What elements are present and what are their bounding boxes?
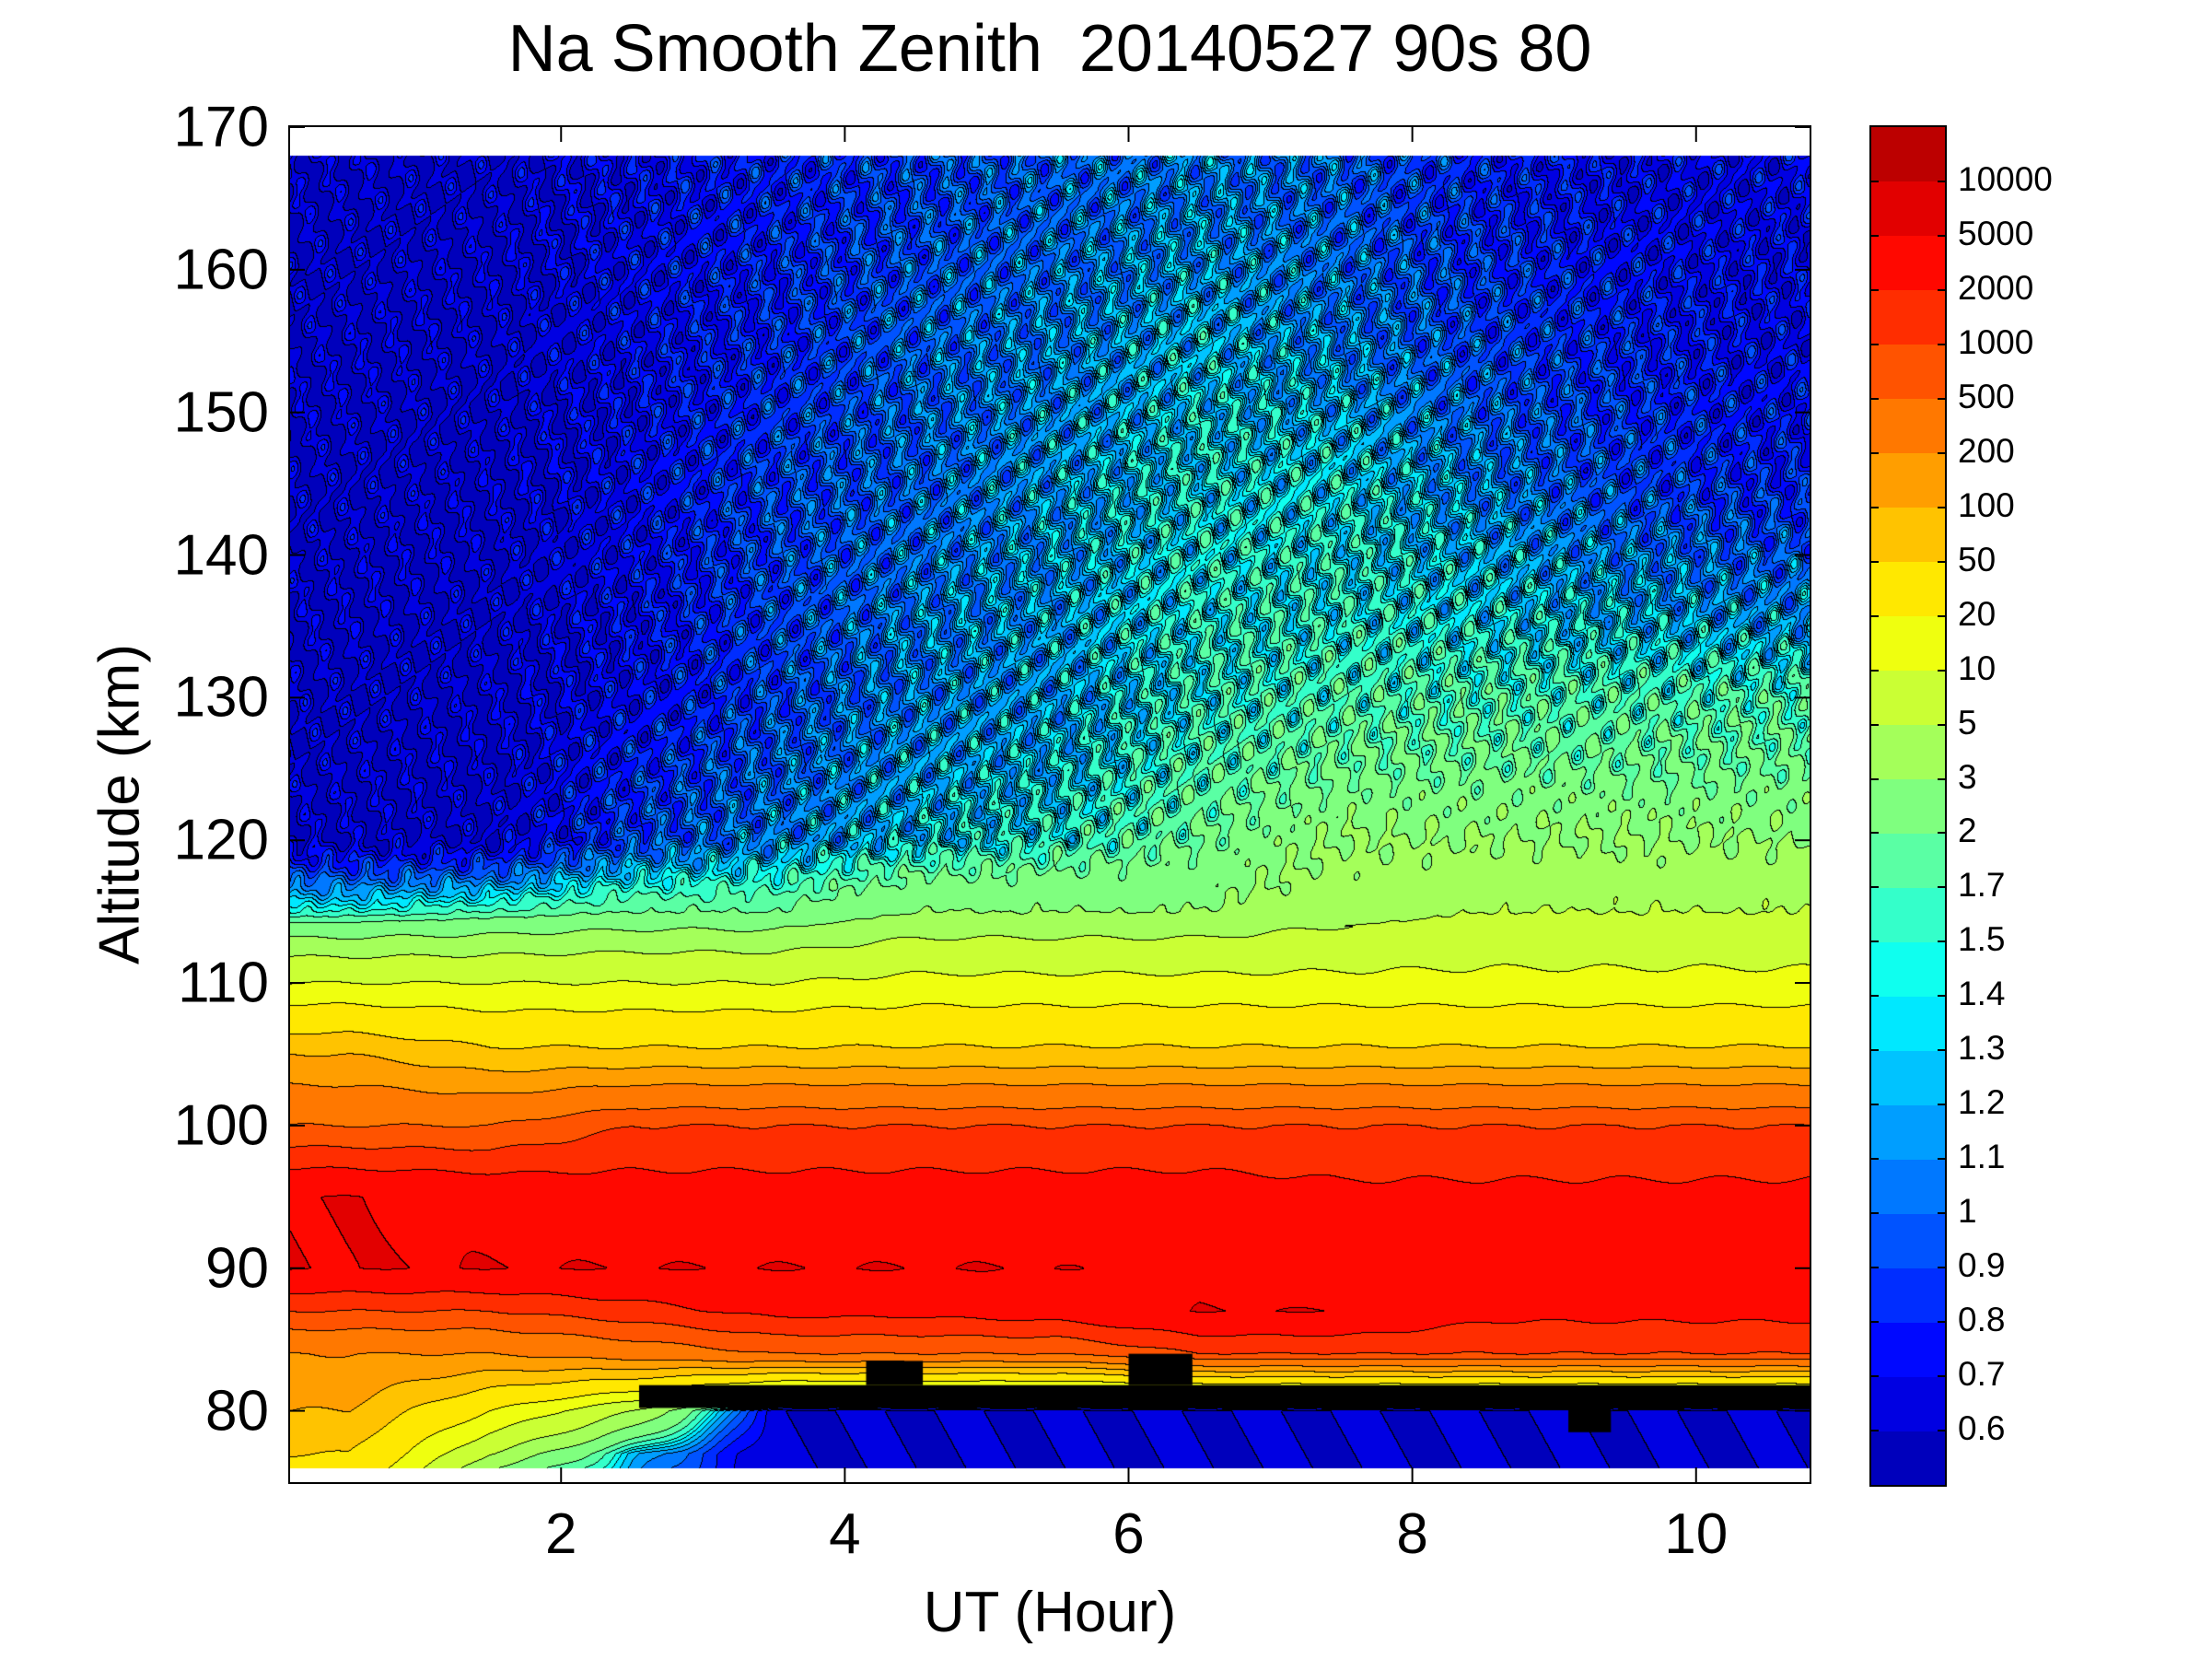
axis-ticks <box>290 127 1810 1482</box>
y-tick-label: 130 <box>173 665 269 730</box>
colorbar-band <box>1871 398 1945 454</box>
colorbar-tick <box>1871 1158 1945 1161</box>
colorbar-label: 1.4 <box>1958 975 2006 1013</box>
x-tick-label: 2 <box>545 1502 577 1566</box>
colorbar-band <box>1871 289 1945 345</box>
colorbar-tick <box>1871 614 1945 617</box>
colorbar-band <box>1871 1268 1945 1323</box>
colorbar-tick <box>1871 1375 1945 1378</box>
colorbar-band <box>1871 1213 1945 1268</box>
colorbar-tick <box>1871 1430 1945 1432</box>
colorbar-tick <box>1871 180 1945 182</box>
y-tick-label: 170 <box>173 95 269 159</box>
colorbar-band <box>1871 1322 1945 1377</box>
colorbar <box>1869 125 1947 1487</box>
colorbar-tick <box>1871 832 1945 835</box>
colorbar-tick <box>1871 451 1945 454</box>
x-tick-label: 10 <box>1664 1502 1729 1566</box>
colorbar-tick <box>1871 506 1945 508</box>
colorbar-band <box>1871 344 1945 400</box>
y-tick-label: 110 <box>178 951 269 1015</box>
colorbar-band <box>1871 127 1945 182</box>
colorbar-label: 100 <box>1958 485 2015 524</box>
colorbar-tick <box>1871 234 1945 237</box>
colorbar-label: 50 <box>1958 540 1997 578</box>
colorbar-band <box>1871 1050 1945 1105</box>
y-tick-label: 160 <box>173 238 269 302</box>
colorbar-band <box>1871 996 1945 1051</box>
x-axis-label: UT (Hour) <box>923 1581 1177 1644</box>
colorbar-tick <box>1871 288 1945 291</box>
colorbar-tick <box>1871 343 1945 345</box>
colorbar-tick <box>1871 1049 1945 1052</box>
colorbar-label: 0.7 <box>1958 1355 2006 1394</box>
colorbar-tick <box>1871 1212 1945 1215</box>
colorbar-tick <box>1871 1321 1945 1324</box>
y-tick-label: 140 <box>173 523 269 588</box>
colorbar-tick <box>1871 995 1945 998</box>
colorbar-band <box>1871 778 1945 834</box>
colorbar-band <box>1871 1104 1945 1160</box>
colorbar-tick <box>1871 1104 1945 1106</box>
colorbar-band <box>1871 1431 1945 1486</box>
plot-area <box>288 125 1811 1484</box>
colorbar-label: 1.1 <box>1958 1138 2006 1176</box>
colorbar-band <box>1871 235 1945 291</box>
colorbar-band <box>1871 941 1945 997</box>
colorbar-band <box>1871 833 1945 888</box>
colorbar-tick <box>1871 1267 1945 1269</box>
colorbar-label: 3 <box>1958 757 1977 796</box>
colorbar-label: 0.6 <box>1958 1409 2006 1448</box>
x-tick-label: 6 <box>1112 1502 1145 1566</box>
colorbar-label: 10000 <box>1958 159 2053 198</box>
colorbar-label: 1 <box>1958 1192 1977 1231</box>
colorbar-label: 5000 <box>1958 214 2034 252</box>
colorbar-label: 5 <box>1958 703 1977 742</box>
colorbar-label: 1000 <box>1958 322 2034 361</box>
y-tick-label: 80 <box>205 1379 269 1443</box>
colorbar-tick <box>1871 777 1945 780</box>
x-tick-label: 4 <box>829 1502 861 1566</box>
colorbar-label: 10 <box>1958 648 1997 687</box>
colorbar-tick <box>1871 397 1945 400</box>
y-tick-label: 120 <box>173 808 269 872</box>
colorbar-tick <box>1871 560 1945 563</box>
colorbar-band <box>1871 615 1945 672</box>
y-tick-label: 100 <box>173 1093 269 1158</box>
colorbar-band <box>1871 724 1945 779</box>
colorbar-band <box>1871 452 1945 508</box>
chart-title: Na Smooth Zenith 20140527 90s 80 <box>507 12 1592 86</box>
colorbar-band <box>1871 1376 1945 1431</box>
colorbar-band <box>1871 507 1945 563</box>
y-tick-label: 90 <box>205 1236 269 1301</box>
colorbar-tick <box>1871 886 1945 889</box>
colorbar-label: 1.3 <box>1958 1029 2006 1068</box>
colorbar-band <box>1871 181 1945 237</box>
colorbar-label: 2000 <box>1958 268 2034 307</box>
colorbar-label: 200 <box>1958 431 2015 470</box>
colorbar-tick <box>1871 669 1945 672</box>
colorbar-tick <box>1871 940 1945 943</box>
colorbar-band <box>1871 670 1945 726</box>
x-tick-label: 8 <box>1396 1502 1428 1566</box>
colorbar-label: 2 <box>1958 812 1977 850</box>
colorbar-label: 1.2 <box>1958 1083 2006 1122</box>
colorbar-label: 1.5 <box>1958 920 2006 959</box>
contour-field <box>290 127 1810 1482</box>
colorbar-label: 1.7 <box>1958 866 2006 905</box>
colorbar-tick <box>1871 723 1945 726</box>
colorbar-label: 20 <box>1958 594 1997 633</box>
colorbar-label: 0.8 <box>1958 1301 2006 1339</box>
y-tick-label: 150 <box>173 380 269 445</box>
colorbar-label: 0.9 <box>1958 1246 2006 1285</box>
colorbar-band <box>1871 561 1945 617</box>
colorbar-band <box>1871 1159 1945 1214</box>
colorbar-band <box>1871 887 1945 942</box>
y-axis-label: Altitude (km) <box>87 644 152 964</box>
colorbar-label: 500 <box>1958 377 2015 415</box>
